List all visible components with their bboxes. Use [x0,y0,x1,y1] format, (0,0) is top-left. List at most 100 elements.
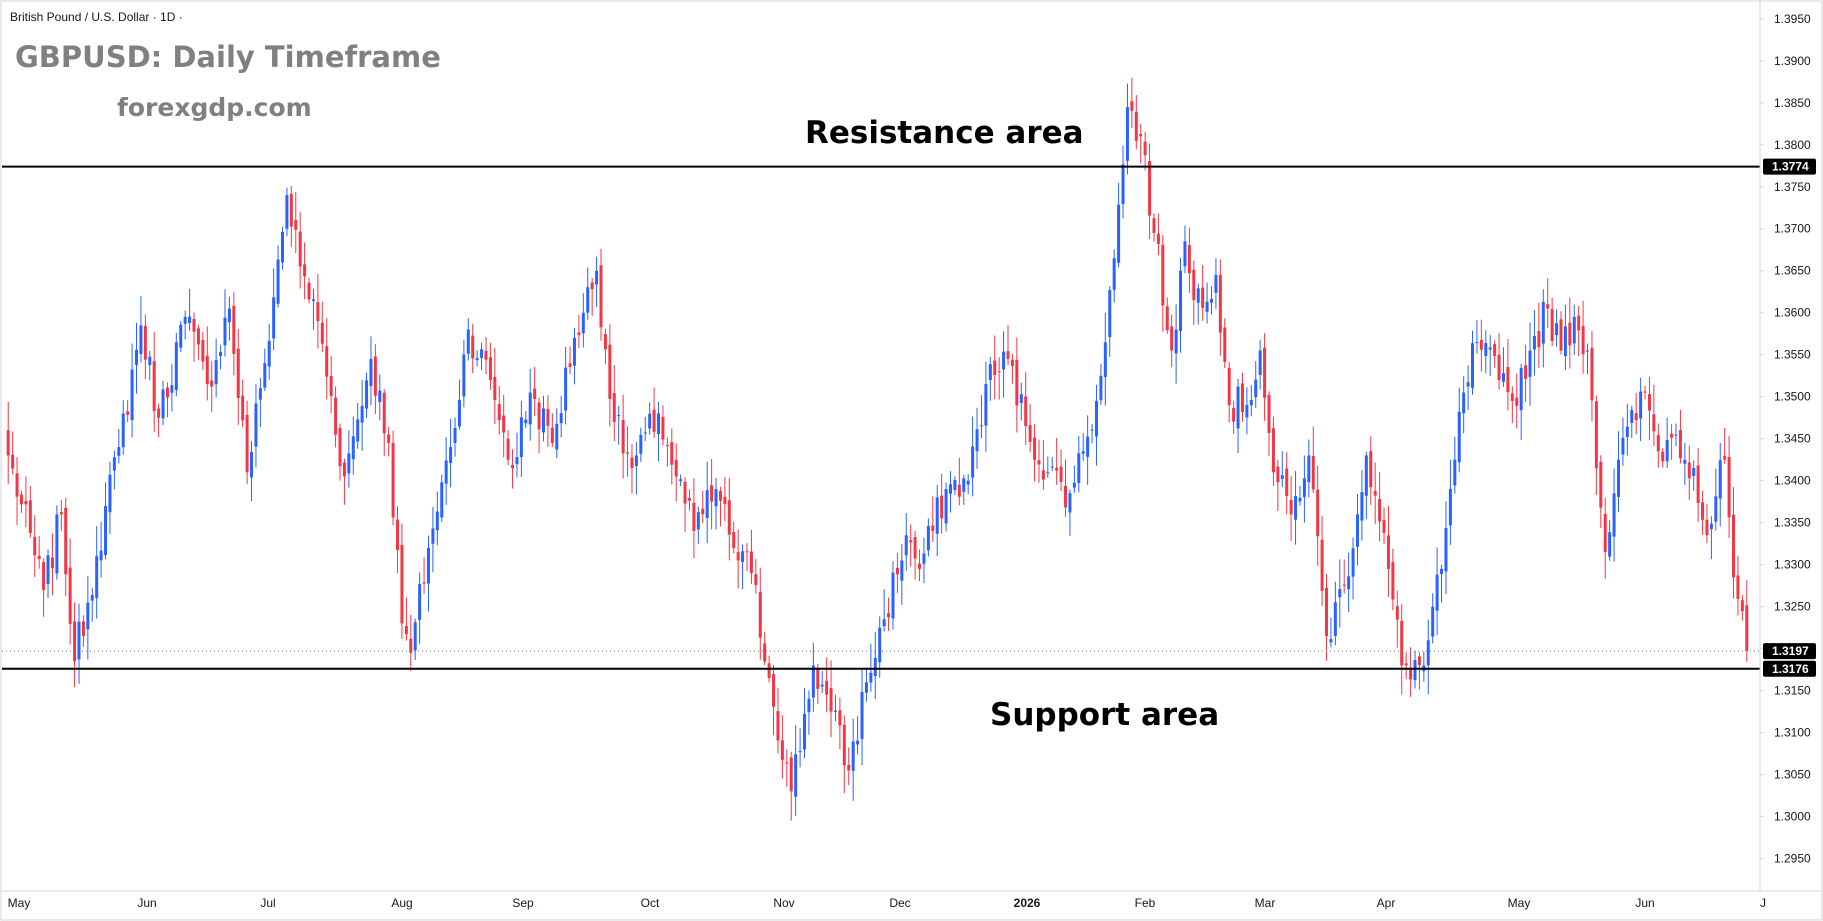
candle [612,365,616,442]
candle [1493,340,1497,368]
candle-body [1634,413,1638,421]
candle [1594,395,1598,495]
candle [1187,227,1191,293]
candle-body [1656,435,1660,452]
candle [1501,347,1505,387]
candle-body [1077,453,1081,484]
candle-body [210,380,214,387]
candle [1484,330,1488,374]
candle-body [887,613,891,618]
candle [953,476,957,496]
candle [1223,318,1227,369]
candle [1205,282,1209,324]
candle [856,716,860,755]
candle-body [254,403,258,447]
candle [126,400,130,423]
candle [1656,423,1660,468]
candle [1608,520,1612,561]
candle-body [1616,459,1620,497]
candle-body [1608,532,1612,557]
candle [1139,123,1143,164]
candle-body [860,692,864,739]
candle-body [135,349,139,365]
candle [1355,494,1359,566]
price-tick-label: 1.3700 [1774,222,1811,236]
candle-body [1064,485,1068,508]
candle-body [665,444,669,446]
candle [1125,83,1129,175]
candle-body [311,299,315,301]
candle-body [1471,343,1475,388]
candle-body [1572,316,1576,344]
time-tick-label: Mar [1255,896,1276,910]
candle [1294,471,1298,545]
candle-body [431,528,435,544]
candle-body [798,751,802,753]
candle-body [418,584,422,620]
candle-body [1590,347,1594,401]
candle-body [1338,589,1342,598]
candle-body [1086,436,1090,457]
candle [1289,476,1293,541]
candle-body [1271,428,1275,473]
candle [1050,456,1054,472]
candle [1723,427,1727,464]
candle-body [1440,568,1444,574]
candle-body [1218,274,1222,333]
candle-body [1621,437,1625,455]
candle-body [1559,319,1563,351]
candle [511,449,515,489]
candle-body [1727,456,1731,518]
candle [1528,322,1532,406]
candle-body [1006,351,1010,359]
candle-body [1683,459,1687,464]
candle-body [280,231,284,263]
candle [1068,489,1072,536]
candle-body [1510,393,1514,401]
candle [311,288,315,330]
candle [550,413,554,447]
candle-body [710,485,714,502]
candle [1077,435,1081,493]
candle [1298,485,1302,506]
candle [599,248,603,341]
candle [1373,462,1377,525]
price-tick-label: 1.3400 [1774,474,1811,488]
candle-body [1413,660,1417,681]
candle [95,526,99,619]
candle-body [1484,342,1488,356]
candle [1572,304,1576,356]
candle-body [842,724,846,766]
candle [1245,387,1249,435]
candle [1086,415,1090,485]
candle-body [807,698,811,713]
candle-body [869,672,873,683]
candle [1435,547,1439,636]
candle-body [157,408,161,418]
candle [860,669,864,766]
candle [541,395,545,442]
candle [360,379,364,451]
candle [519,400,523,477]
candle-body [219,351,223,357]
candle-body [1134,111,1138,141]
candle [993,335,997,400]
candle [1546,278,1550,329]
candle [263,348,267,391]
candle [1510,386,1514,424]
candle-body [1033,437,1037,460]
candle-body [1139,134,1143,137]
candle-body [475,357,479,361]
candle [842,715,846,794]
candle [931,496,935,542]
price-tick-label: 1.3600 [1774,306,1811,320]
candle [847,747,851,786]
candle [1117,182,1121,268]
candle-body [1072,482,1076,488]
symbol-header[interactable]: British Pound / U.S. Dollar · 1D · [10,10,183,24]
candle-body [356,419,360,442]
candle-body [325,346,329,377]
time-tick-label: 2026 [1014,896,1041,910]
